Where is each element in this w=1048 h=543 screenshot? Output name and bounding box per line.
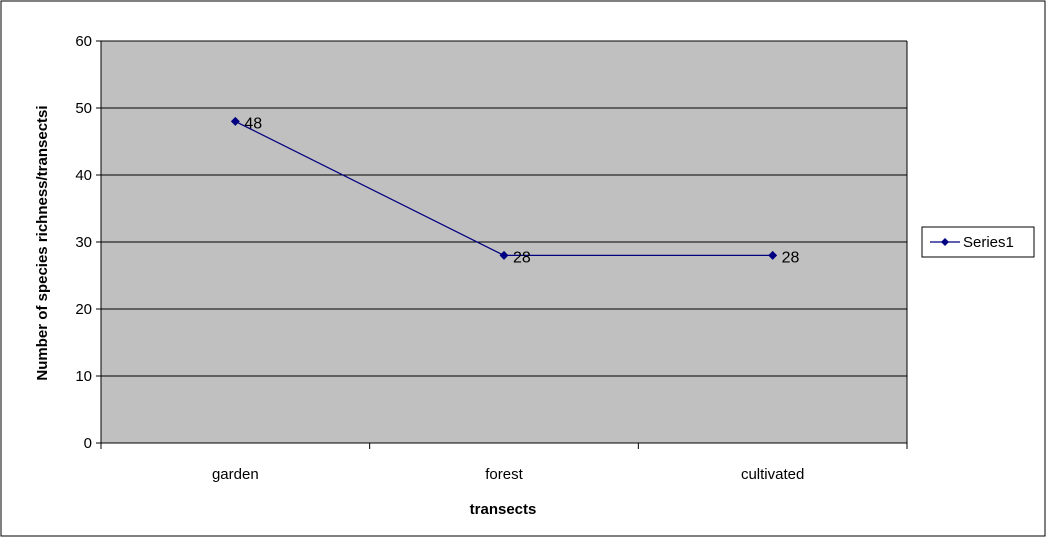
y-tick-label-60: 60 bbox=[75, 33, 92, 50]
data-point-garden bbox=[230, 116, 240, 126]
series-layer: 48 28 28 bbox=[230, 115, 800, 266]
y-axis-title: Number of species richness/transectsi bbox=[34, 105, 51, 380]
x-axis-title: transects bbox=[470, 501, 537, 518]
legend: Series1 bbox=[921, 226, 1035, 258]
data-point-forest bbox=[499, 250, 509, 260]
y-tick-label-40: 40 bbox=[75, 167, 92, 184]
x-tick-label-forest: forest bbox=[485, 466, 523, 483]
y-tick-label-20: 20 bbox=[75, 301, 92, 318]
data-point-cultivated bbox=[768, 250, 778, 260]
data-label-cultivated: 28 bbox=[782, 249, 800, 266]
axes: 0 10 20 30 40 50 60 garden forest cultivated bbox=[75, 33, 908, 483]
legend-box bbox=[921, 226, 1035, 258]
legend-diamond-marker bbox=[941, 238, 949, 246]
x-tick-label-garden: garden bbox=[212, 466, 259, 483]
data-label-garden: 48 bbox=[244, 115, 262, 132]
x-tick-label-cultivated: cultivated bbox=[741, 466, 804, 483]
data-label-forest: 28 bbox=[513, 249, 531, 266]
y-tick-label-0: 0 bbox=[84, 435, 92, 452]
legend-entry-series1: Series1 bbox=[963, 234, 1014, 251]
y-tick-label-10: 10 bbox=[75, 368, 92, 385]
y-tick-label-30: 30 bbox=[75, 234, 92, 251]
y-tick-label-50: 50 bbox=[75, 100, 92, 117]
